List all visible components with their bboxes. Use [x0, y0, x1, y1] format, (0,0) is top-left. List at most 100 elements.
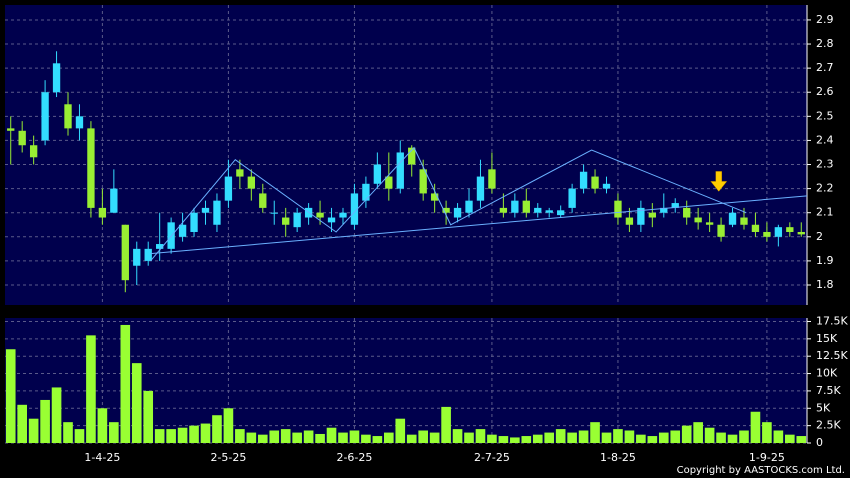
y-tick-label: 15K: [816, 332, 838, 345]
y-tick-label: 2.9: [816, 13, 834, 26]
volume-bar: [498, 436, 509, 443]
candle-body: [144, 248, 152, 261]
candle-body: [625, 217, 634, 225]
candle-body: [579, 171, 588, 189]
y-tick-label: 12.5K: [816, 349, 848, 362]
volume-bar: [716, 432, 726, 443]
volume-bar: [17, 404, 27, 443]
y-tick-label: 1.8: [816, 278, 834, 291]
x-tick-label: 1-8-25: [600, 451, 636, 464]
y-tick-label: 2.2: [816, 182, 834, 195]
candle-body: [534, 207, 542, 213]
volume-bar: [670, 430, 681, 443]
candle-body: [259, 193, 267, 208]
volume-bar: [280, 429, 291, 443]
candle-body: [156, 244, 164, 249]
candle-body: [430, 193, 439, 201]
copyright: Copyright by AASTOCKS.com Ltd.: [677, 465, 845, 476]
candle-body: [419, 169, 427, 194]
x-tick-label: 1-4-25: [84, 451, 120, 464]
y-tick-label: 2.5: [816, 109, 834, 122]
volume-bar: [647, 436, 658, 443]
candle-body: [236, 169, 244, 177]
volume-bar: [303, 430, 314, 443]
candle-body: [190, 212, 198, 232]
volume-bar: [590, 422, 600, 443]
volume-bar: [189, 425, 199, 443]
volume-bar: [750, 411, 761, 443]
volume-bar: [246, 432, 257, 443]
volume-bar: [487, 434, 497, 443]
candle-body: [282, 217, 290, 225]
volume-bar: [40, 399, 50, 443]
volume-bar: [532, 434, 543, 443]
volume-bar: [269, 430, 280, 443]
volume-bar: [109, 422, 119, 443]
volume-bar: [796, 436, 807, 443]
y-tick-label: 2.5K: [816, 419, 841, 432]
volume-bar: [441, 406, 451, 443]
volume-bar: [464, 432, 474, 443]
candle-body: [774, 227, 783, 237]
y-tick-label: 7.5K: [816, 384, 841, 397]
y-tick-label: 0: [816, 436, 823, 449]
volume-bar: [143, 390, 154, 443]
volume-bar: [120, 324, 131, 443]
candle-body: [557, 210, 565, 216]
candle-body: [591, 176, 599, 189]
candle-body: [75, 116, 84, 129]
volume-bar: [521, 436, 532, 443]
candle-body: [133, 248, 141, 266]
y-tick-label: 2.3: [816, 158, 834, 171]
volume-bar: [601, 432, 612, 443]
y-tick-label: 5K: [816, 401, 831, 414]
y-tick-label: 2: [816, 230, 823, 243]
candle-body: [87, 128, 95, 208]
candle-body: [247, 176, 255, 189]
candle-body: [362, 183, 370, 201]
y-tick-label: 10K: [816, 367, 838, 380]
volume-bar: [74, 429, 85, 443]
volume-bar: [762, 422, 772, 443]
volume-bar: [452, 429, 463, 443]
trend-line: [150, 195, 808, 255]
volume-bar: [223, 408, 234, 443]
volume-bar: [773, 430, 784, 443]
candle-body: [29, 145, 38, 158]
volume-bar: [292, 432, 302, 443]
candle-body: [717, 224, 725, 237]
volume-bar: [727, 434, 738, 443]
candle-body: [98, 207, 107, 218]
volume-bar: [704, 427, 715, 443]
volume-bar: [406, 434, 417, 443]
candle-body: [683, 207, 691, 218]
candle-body: [568, 188, 576, 208]
volume-bar: [63, 422, 73, 443]
volume-bar: [315, 433, 325, 443]
volume-bar: [166, 429, 176, 443]
volume-bar: [636, 434, 646, 443]
candle-body: [602, 183, 611, 189]
candle-body: [339, 212, 347, 218]
y-tick-label: 2.7: [816, 61, 834, 74]
volume-bar: [212, 415, 222, 443]
candle-body: [763, 231, 771, 237]
volume-bar: [510, 437, 520, 443]
candle-body: [121, 224, 129, 281]
candle-body: [110, 188, 118, 213]
candle-body: [385, 176, 393, 189]
candle-body: [705, 222, 714, 225]
volume-bar: [131, 363, 142, 443]
volume-bar: [544, 432, 555, 443]
volume-bar: [624, 430, 635, 443]
candle-body: [18, 130, 26, 146]
volume-bar: [97, 408, 108, 443]
volume-bar: [785, 434, 795, 443]
volume-bar: [235, 429, 245, 443]
volume-bar: [200, 423, 211, 443]
candle-body: [465, 200, 473, 213]
candle-body: [660, 207, 668, 213]
y-tick-label: 17.5K: [816, 314, 848, 327]
y-tick-label: 2.8: [816, 37, 834, 50]
